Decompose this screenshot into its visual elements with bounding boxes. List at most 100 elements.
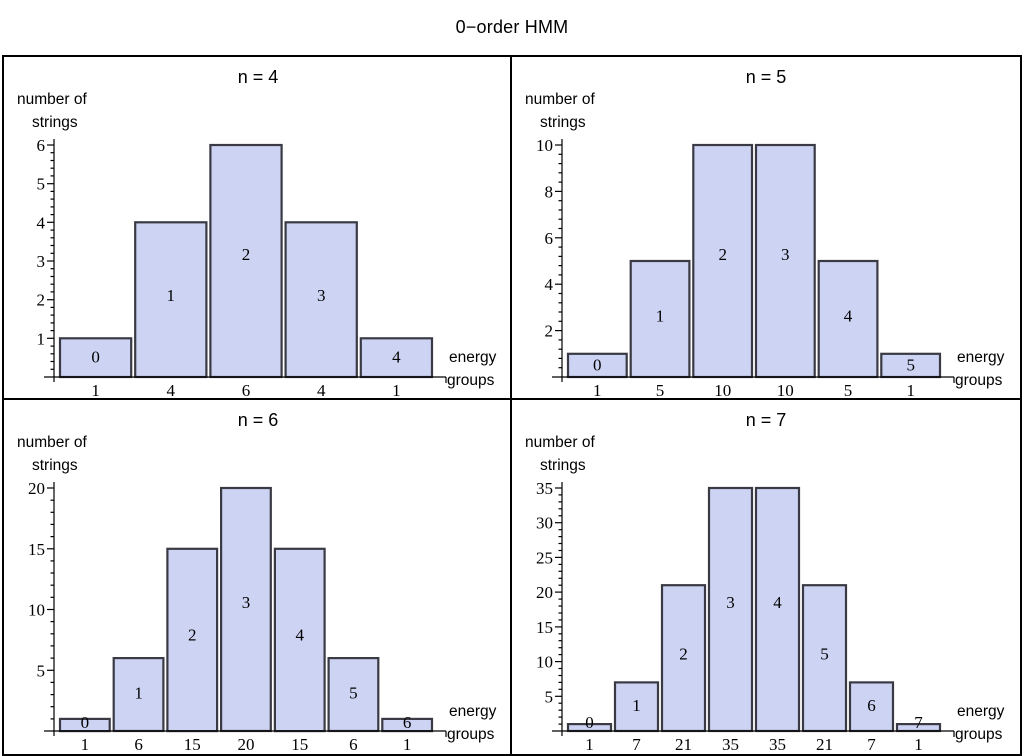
x-tick-label: 10 bbox=[714, 381, 731, 398]
y-axis-label-line2: strings bbox=[540, 457, 586, 474]
x-axis-label-line2: groups bbox=[955, 726, 1003, 743]
bar-labels-group: 0 1 2 3 4 5 bbox=[593, 245, 915, 375]
bar bbox=[134, 221, 208, 379]
bars-group bbox=[58, 486, 434, 733]
bar bbox=[629, 259, 691, 379]
y-tick-label: 2 bbox=[37, 291, 46, 310]
y-axis-label-line1: number of bbox=[17, 434, 87, 451]
y-axis-label-line1: number of bbox=[525, 434, 595, 451]
bar-label: 3 bbox=[726, 593, 735, 612]
y-tick-label: 3 bbox=[37, 252, 46, 271]
y-tick-label: 10 bbox=[536, 653, 553, 672]
axes-group bbox=[552, 139, 955, 383]
y-tick-labels-group: 1 2 3 4 5 6 bbox=[37, 136, 46, 348]
x-tick-label: 4 bbox=[317, 381, 326, 398]
bar-labels-group: 0 1 2 3 4 5 6 7 bbox=[585, 593, 923, 732]
x-axis-label-line2: groups bbox=[447, 726, 495, 743]
chart-panel-n7: 5 10 15 20 25 30 35 0 1 2 3 4 5 6 7 1 7 21 35 35 21 7 1 n = 7 nu… bbox=[512, 400, 1020, 754]
x-tick-label: 7 bbox=[867, 735, 876, 752]
bar bbox=[284, 221, 358, 379]
x-tick-labels-group: 1 4 6 4 1 bbox=[91, 381, 400, 398]
x-tick-labels-group: 1 7 21 35 35 21 7 1 bbox=[585, 735, 923, 752]
y-axis-label-line1: number of bbox=[525, 91, 595, 108]
bar-label: 5 bbox=[820, 645, 829, 664]
bar-label: 3 bbox=[781, 245, 790, 264]
x-tick-label: 10 bbox=[777, 381, 794, 398]
bars-group bbox=[58, 143, 434, 379]
bar bbox=[112, 657, 165, 733]
x-tick-label: 20 bbox=[238, 735, 255, 752]
y-tick-label: 10 bbox=[536, 136, 553, 155]
bar-label: 0 bbox=[593, 356, 602, 375]
y-tick-label: 20 bbox=[536, 583, 553, 602]
bar bbox=[754, 143, 816, 379]
chart-svg: 1 2 3 4 5 6 0 1 2 3 4 1 4 6 4 1 n = 4 number of strings ene… bbox=[17, 67, 497, 398]
page-title: 0−order HMM bbox=[455, 16, 569, 37]
bars-group bbox=[566, 486, 942, 733]
bar-label: 5 bbox=[349, 683, 358, 702]
bar-label: 1 bbox=[167, 286, 176, 305]
bar bbox=[707, 486, 754, 733]
bar-labels-group: 0 1 2 3 4 bbox=[91, 245, 401, 367]
y-tick-label: 20 bbox=[28, 479, 45, 498]
x-tick-labels-group: 1 6 15 20 15 6 1 bbox=[81, 735, 412, 752]
x-tick-label: 35 bbox=[769, 735, 786, 752]
bar-label: 2 bbox=[679, 645, 688, 664]
bar-label: 3 bbox=[317, 286, 326, 305]
bar bbox=[817, 259, 879, 379]
y-tick-label: 15 bbox=[536, 618, 553, 637]
axes-group bbox=[44, 482, 447, 737]
y-axis-label-line2: strings bbox=[32, 114, 78, 131]
x-tick-label: 15 bbox=[291, 735, 308, 752]
axes-group bbox=[552, 482, 955, 737]
x-axis-label-line1: energy bbox=[957, 703, 1005, 720]
bar-label: 7 bbox=[914, 713, 923, 732]
bar-label: 0 bbox=[585, 713, 594, 732]
bar-label: 2 bbox=[242, 245, 251, 264]
x-tick-label: 6 bbox=[349, 735, 358, 752]
x-tick-labels-group: 1 5 10 10 5 1 bbox=[593, 381, 915, 398]
bars-group bbox=[566, 143, 942, 379]
x-tick-label: 1 bbox=[81, 735, 90, 752]
x-tick-label: 1 bbox=[914, 735, 923, 752]
chart-svg: 2 4 6 8 10 0 1 2 3 4 5 1 5 10 10 5 1 n = 5 number of string… bbox=[525, 67, 1005, 398]
x-tick-label: 5 bbox=[656, 381, 665, 398]
charts-grid: 1 2 3 4 5 6 0 1 2 3 4 1 4 6 4 1 n = 4 number of strings ene… bbox=[2, 55, 1022, 756]
bar-label: 3 bbox=[242, 593, 251, 612]
y-axis-label-line2: strings bbox=[32, 457, 78, 474]
y-tick-label: 1 bbox=[37, 329, 46, 348]
y-axis-label-line2: strings bbox=[540, 114, 586, 131]
x-tick-label: 1 bbox=[585, 735, 594, 752]
x-tick-label: 7 bbox=[632, 735, 641, 752]
bar-label: 6 bbox=[867, 696, 876, 715]
y-tick-label: 8 bbox=[545, 182, 554, 201]
x-axis-label-line2: groups bbox=[955, 372, 1003, 389]
axes-group bbox=[44, 139, 447, 383]
bar-labels-group: 0 1 2 3 4 5 6 bbox=[81, 593, 412, 732]
y-tick-label: 30 bbox=[536, 514, 553, 533]
x-axis-label-line1: energy bbox=[449, 703, 497, 720]
x-tick-label: 1 bbox=[403, 735, 412, 752]
bar-label: 6 bbox=[403, 713, 412, 732]
chart-panel-n6: 5 10 15 20 0 1 2 3 4 5 6 1 6 15 20 15 6 1 n = 6 number of st… bbox=[4, 400, 512, 754]
x-tick-label: 6 bbox=[134, 735, 143, 752]
y-axis-label-line1: number of bbox=[17, 91, 87, 108]
chart-panel-n4: 1 2 3 4 5 6 0 1 2 3 4 1 4 6 4 1 n = 4 number of strings ene… bbox=[4, 57, 512, 400]
y-tick-label: 6 bbox=[545, 229, 554, 248]
x-tick-label: 1 bbox=[392, 381, 401, 398]
x-tick-label: 6 bbox=[242, 381, 251, 398]
panel-title: n = 6 bbox=[238, 410, 279, 430]
bar-label: 2 bbox=[718, 245, 727, 264]
bar-label: 1 bbox=[632, 696, 641, 715]
bar-label: 5 bbox=[906, 356, 915, 375]
y-tick-label: 5 bbox=[37, 175, 46, 194]
chart-panel-n5: 2 4 6 8 10 0 1 2 3 4 5 1 5 10 10 5 1 n = 5 number of string… bbox=[512, 57, 1020, 400]
bar bbox=[692, 143, 754, 379]
bar bbox=[166, 547, 219, 733]
y-tick-labels-group: 5 10 15 20 bbox=[28, 479, 45, 680]
y-tick-labels-group: 5 10 15 20 25 30 35 bbox=[536, 479, 553, 706]
chart-svg: 5 10 15 20 0 1 2 3 4 5 6 1 6 15 20 15 6 1 n = 6 number of st… bbox=[17, 410, 497, 752]
bar-label: 0 bbox=[91, 348, 100, 367]
x-tick-label: 1 bbox=[91, 381, 100, 398]
bar bbox=[754, 486, 801, 733]
